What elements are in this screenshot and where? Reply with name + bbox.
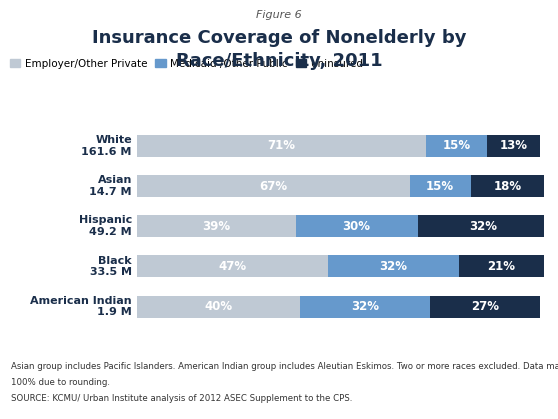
Text: 47%: 47% [218, 260, 247, 273]
Text: 21%: 21% [487, 260, 515, 273]
Text: Insurance Coverage of Nonelderly by
Race/Ethnicity, 2011: Insurance Coverage of Nonelderly by Race… [92, 29, 466, 70]
Bar [300, 295, 430, 318]
Text: Figure 6: Figure 6 [256, 10, 302, 21]
Text: 32%: 32% [379, 260, 407, 273]
Text: 15%: 15% [442, 140, 470, 153]
Text: 100% due to rounding.: 100% due to rounding. [11, 378, 110, 387]
Bar [410, 175, 471, 197]
Text: 32%: 32% [351, 300, 379, 313]
Bar [296, 215, 418, 237]
Bar [328, 256, 459, 277]
Text: SOURCE: KCMU/ Urban Institute analysis of 2012 ASEC Supplement to the CPS.: SOURCE: KCMU/ Urban Institute analysis o… [11, 394, 353, 403]
Bar [137, 295, 300, 318]
Bar [137, 256, 328, 277]
Bar [137, 175, 410, 197]
Text: 30%: 30% [343, 220, 371, 233]
Bar [418, 215, 548, 237]
Bar [487, 135, 540, 157]
Bar [137, 215, 296, 237]
Text: 13%: 13% [499, 140, 527, 153]
Text: 71%: 71% [267, 140, 295, 153]
Text: 27%: 27% [471, 300, 499, 313]
Text: 67%: 67% [259, 180, 287, 193]
Bar [471, 175, 544, 197]
Legend: Employer/Other Private, Medicaid /Other Public, Uninsured: Employer/Other Private, Medicaid /Other … [6, 54, 368, 73]
Bar [430, 295, 540, 318]
Text: 32%: 32% [469, 220, 497, 233]
Text: 18%: 18% [493, 180, 522, 193]
Bar [426, 135, 487, 157]
Text: 15%: 15% [426, 180, 454, 193]
Text: Asian group includes Pacific Islanders. American Indian group includes Aleutian : Asian group includes Pacific Islanders. … [11, 362, 558, 371]
Bar [459, 256, 544, 277]
Text: 40%: 40% [204, 300, 232, 313]
Bar [137, 135, 426, 157]
Text: 39%: 39% [202, 220, 230, 233]
